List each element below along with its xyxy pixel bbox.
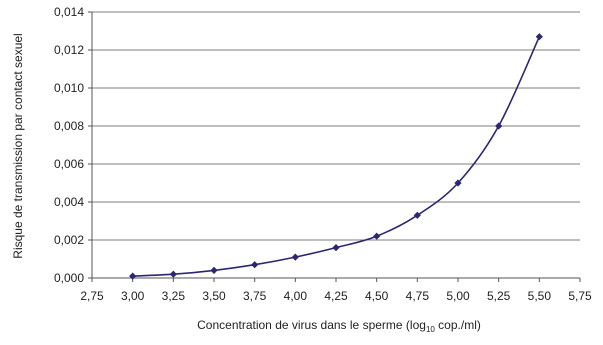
x-tick-label: 4,00 <box>284 289 308 303</box>
x-tick-label: 5,75 <box>568 289 592 303</box>
x-axis-title-suffix: cop./ml) <box>435 318 481 332</box>
y-tick-label: 0,006 <box>54 157 84 171</box>
data-point-marker <box>332 244 340 252</box>
x-axis-title-subscript: 10 <box>426 325 435 334</box>
y-tick-label: 0,010 <box>54 81 84 95</box>
y-tick-label: 0,008 <box>54 119 84 133</box>
y-tick-label: 0,012 <box>54 43 84 57</box>
data-point-marker <box>129 272 137 280</box>
x-tick-label: 3,75 <box>243 289 267 303</box>
x-axis-title: Concentration de virus dans le sperme (l… <box>197 318 481 334</box>
data-point-marker <box>413 211 421 219</box>
x-tick-label: 4,25 <box>324 289 348 303</box>
data-point-marker <box>495 122 503 130</box>
y-tick-label: 0,000 <box>54 271 84 285</box>
data-point-marker <box>373 232 381 240</box>
x-tick-label: 2,75 <box>80 289 104 303</box>
data-point-marker <box>535 33 543 41</box>
x-axis-title-prefix: Concentration de virus dans le sperme (l… <box>197 318 426 332</box>
x-tick-label: 3,00 <box>121 289 145 303</box>
x-tick-label: 5,00 <box>446 289 470 303</box>
data-point-marker <box>291 253 299 261</box>
x-tick-label: 4,50 <box>365 289 389 303</box>
series <box>129 33 543 280</box>
data-point-marker <box>169 270 177 278</box>
data-point-marker <box>251 261 259 269</box>
x-tick-label: 3,25 <box>162 289 186 303</box>
y-tick-label: 0,014 <box>54 5 84 19</box>
x-tick-labels: 2,75 3,00 3,25 3,50 3,75 4,00 4,25 4,50 4,75 5,00… <box>80 289 592 303</box>
grid <box>92 11 580 241</box>
y-axis-title: Risque de transmission par contact sexue… <box>11 33 25 258</box>
y-tick-label: 0,002 <box>54 233 84 247</box>
axes <box>88 11 581 282</box>
data-point-marker <box>210 266 218 274</box>
x-tick-label: 5,25 <box>487 289 511 303</box>
x-tick-label: 3,50 <box>202 289 226 303</box>
y-tick-labels: 0,000 0,002 0,004 0,006 0,008 0,010 0,012 0,014 <box>54 5 84 285</box>
x-tick-label: 4,75 <box>406 289 430 303</box>
x-tick-label: 5,50 <box>528 289 552 303</box>
data-point-marker <box>454 179 462 187</box>
y-tick-label: 0,004 <box>54 195 84 209</box>
